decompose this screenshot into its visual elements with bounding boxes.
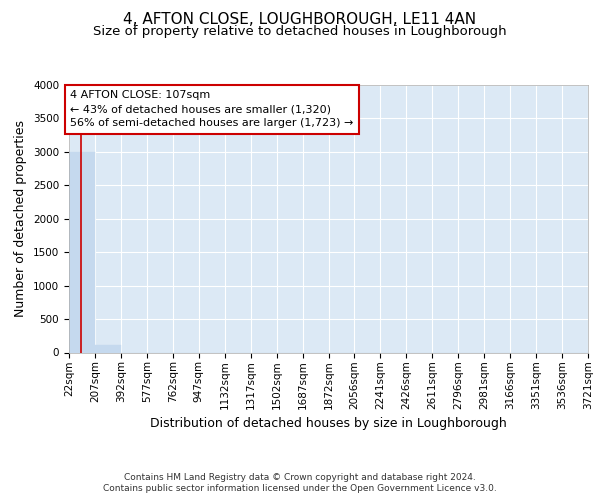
Bar [69, 152, 95, 352]
Text: Size of property relative to detached houses in Loughborough: Size of property relative to detached ho… [93, 25, 507, 38]
X-axis label: Distribution of detached houses by size in Loughborough: Distribution of detached houses by size … [150, 417, 507, 430]
Bar [95, 345, 121, 352]
Text: 4 AFTON CLOSE: 107sqm
← 43% of detached houses are smaller (1,320)
56% of semi-d: 4 AFTON CLOSE: 107sqm ← 43% of detached … [70, 90, 353, 128]
Text: Contains public sector information licensed under the Open Government Licence v3: Contains public sector information licen… [103, 484, 497, 493]
Text: 4, AFTON CLOSE, LOUGHBOROUGH, LE11 4AN: 4, AFTON CLOSE, LOUGHBOROUGH, LE11 4AN [124, 12, 476, 28]
Text: Contains HM Land Registry data © Crown copyright and database right 2024.: Contains HM Land Registry data © Crown c… [124, 472, 476, 482]
Y-axis label: Number of detached properties: Number of detached properties [14, 120, 28, 318]
